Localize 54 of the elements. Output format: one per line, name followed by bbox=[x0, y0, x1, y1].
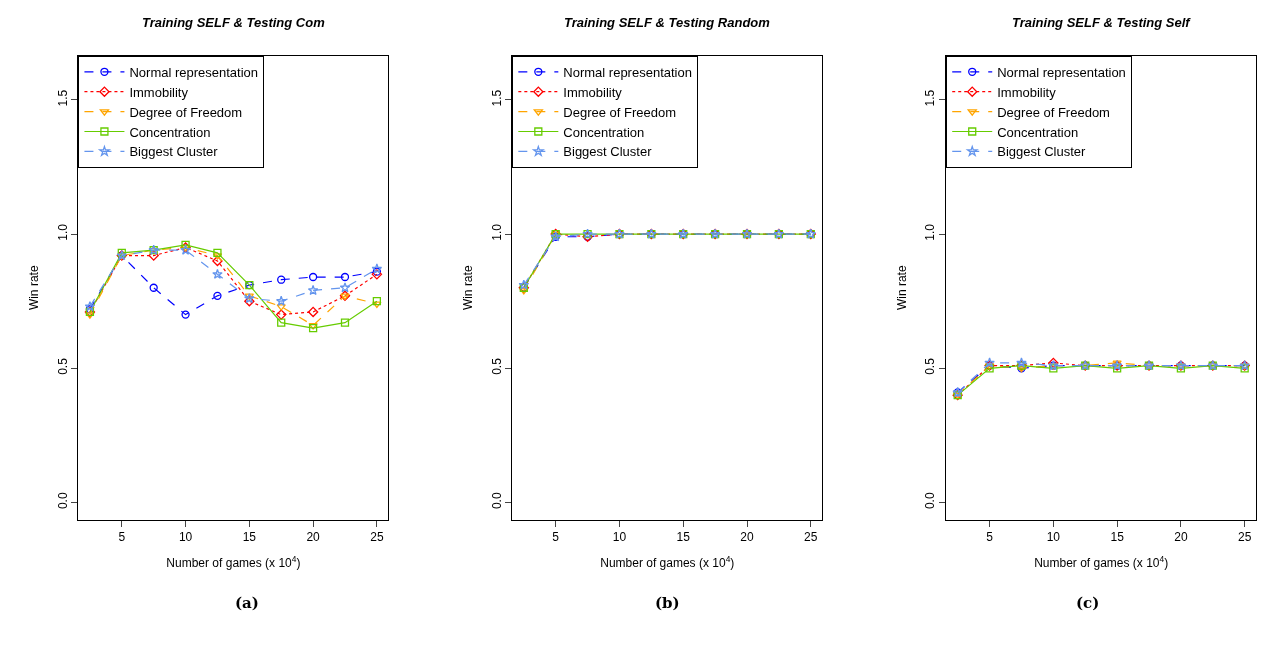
y-tick-label: 1.0 bbox=[55, 223, 70, 241]
x-tick-label: 20 bbox=[306, 530, 321, 545]
text: (c) bbox=[1076, 594, 1100, 612]
x-tick-label: 15 bbox=[242, 530, 257, 545]
y-tick-label: 0.0 bbox=[489, 492, 504, 510]
y-tick-label: 1.5 bbox=[55, 89, 70, 107]
y-tick-label: 1.0 bbox=[923, 223, 938, 241]
x-tick-label: 25 bbox=[370, 530, 384, 545]
x-tick-label: 20 bbox=[740, 530, 754, 545]
legend-label: Normal representation bbox=[563, 64, 692, 80]
y-tick-label: 0.0 bbox=[55, 492, 70, 510]
legend-label: Biggest Cluster bbox=[129, 144, 219, 160]
x-axis-title: Number of games (x 10$^{4}$) bbox=[600, 553, 735, 570]
x-tick-label: 10 bbox=[178, 530, 193, 545]
legend-label: Normal representation bbox=[997, 64, 1126, 80]
legend-label: Immobility bbox=[563, 84, 623, 100]
text: (b) bbox=[655, 594, 680, 612]
legend-label: Biggest Cluster bbox=[563, 144, 653, 160]
legend-label: Immobility bbox=[997, 84, 1057, 100]
x-tick-label: 5 bbox=[118, 530, 126, 545]
x-tick-label: 15 bbox=[1110, 530, 1125, 545]
x-tick-label: 10 bbox=[1046, 530, 1061, 545]
x-tick-label: 5 bbox=[552, 530, 560, 545]
y-tick-label: 1.5 bbox=[923, 89, 938, 107]
legend-label: Degree of Freedom bbox=[563, 104, 677, 120]
legend-label: Concentration bbox=[563, 124, 645, 140]
chart-title: Training SELF & Testing Self bbox=[1012, 15, 1192, 30]
x-axis-title: Number of games (x 10$^{4}$) bbox=[166, 553, 301, 570]
legend-label: Degree of Freedom bbox=[997, 104, 1110, 120]
y-axis-title: Win rate bbox=[894, 265, 909, 311]
x-tick-label: 10 bbox=[612, 530, 627, 545]
y-tick-label: 0.5 bbox=[923, 357, 938, 375]
legend-label: Concentration bbox=[129, 124, 211, 140]
x-axis-title: Number of games (x 10$^{4}$) bbox=[1034, 553, 1169, 570]
y-tick-label: 0.0 bbox=[923, 492, 938, 510]
chart-title: Training SELF & Testing Random bbox=[564, 15, 771, 30]
legend-label: Biggest Cluster bbox=[997, 144, 1087, 160]
x-tick-label: 5 bbox=[986, 530, 994, 545]
y-tick-label: 0.5 bbox=[55, 357, 70, 375]
legend-label: Concentration bbox=[997, 124, 1079, 140]
x-tick-label: 25 bbox=[804, 530, 818, 545]
y-axis-title: Win rate bbox=[460, 265, 475, 311]
y-tick-label: 1.0 bbox=[489, 223, 504, 241]
y-axis-title: Win rate bbox=[26, 265, 41, 311]
legend-label: Normal representation bbox=[129, 64, 259, 80]
x-tick-label: 20 bbox=[1174, 530, 1188, 545]
y-tick-label: 1.5 bbox=[489, 89, 504, 107]
legend-label: Degree of Freedom bbox=[129, 104, 243, 120]
y-tick-label: 0.5 bbox=[489, 357, 504, 375]
text: (a) bbox=[235, 594, 259, 612]
chart-title: Training SELF & Testing Com bbox=[142, 15, 326, 30]
x-tick-label: 15 bbox=[676, 530, 691, 545]
legend-label: Immobility bbox=[129, 84, 189, 100]
x-tick-label: 25 bbox=[1237, 530, 1252, 545]
